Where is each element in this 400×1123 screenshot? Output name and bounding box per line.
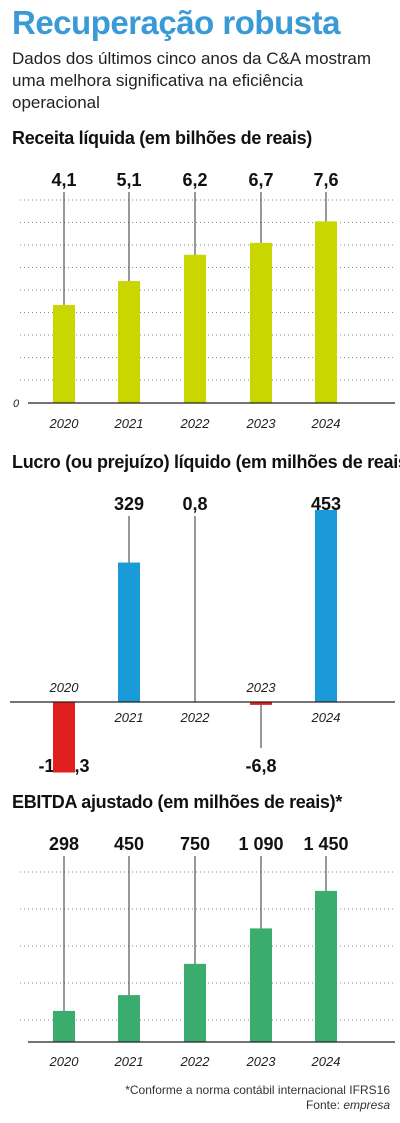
x-tick-label: 2024 — [311, 416, 341, 431]
source-label: Fonte: — [305, 1098, 340, 1112]
value-label: 5,1 — [116, 170, 141, 190]
x-tick-label: 2023 — [246, 680, 277, 695]
bar-2024 — [315, 890, 337, 1042]
bar-2021 — [118, 281, 140, 403]
page-subtitle: Dados dos últimos cinco anos da C&A most… — [12, 49, 372, 112]
bar-2021 — [118, 995, 140, 1042]
value-label: 1 090 — [238, 834, 283, 854]
value-label: 0,8 — [182, 494, 207, 514]
x-tick-label: 2023 — [246, 1054, 277, 1069]
x-tick-label: 2021 — [114, 1054, 144, 1069]
x-tick-label: 2021 — [114, 416, 144, 431]
bar-2020 — [53, 702, 75, 773]
value-label: -6,8 — [245, 756, 276, 776]
page-title: Recuperação robusta — [12, 4, 340, 41]
ebitda-chart-title: EBITDA ajustado (em milhões de reais)* — [12, 792, 343, 812]
bar-2024 — [315, 510, 337, 702]
x-tick-label: 2020 — [49, 416, 80, 431]
bar-2022 — [184, 963, 206, 1042]
value-label: 1 450 — [303, 834, 348, 854]
value-label: 6,7 — [248, 170, 273, 190]
value-label: 7,6 — [313, 170, 338, 190]
footnote-text: *Conforme a norma contábil internacional… — [125, 1083, 390, 1097]
value-label: 6,2 — [182, 170, 207, 190]
bar-2024 — [315, 221, 337, 403]
profit-chart-title: Lucro (ou prejuízo) líquido (em milhões … — [12, 452, 400, 472]
bar-2023 — [250, 702, 272, 705]
x-tick-label: 2024 — [311, 1054, 341, 1069]
value-label: 329 — [114, 494, 144, 514]
value-label: 453 — [311, 494, 341, 514]
source-value: empresa — [343, 1098, 390, 1112]
bar-2020 — [53, 305, 75, 403]
x-tick-label: 2020 — [49, 1054, 80, 1069]
bar-2022 — [184, 254, 206, 403]
x-tick-label: 2021 — [114, 710, 144, 725]
value-label: 450 — [114, 834, 144, 854]
value-label: 750 — [180, 834, 210, 854]
value-label: 4,1 — [51, 170, 76, 190]
bar-2023 — [250, 928, 272, 1042]
ebitda-chart: 298 2020 450 2021 750 2022 1 090 2023 1 450 2024 — [20, 834, 395, 1069]
x-tick-label: 2020 — [49, 680, 80, 695]
x-tick-label: 2022 — [180, 710, 211, 725]
x-tick-label: 2023 — [246, 416, 277, 431]
x-tick-label: 2022 — [180, 1054, 211, 1069]
y-tick-label: 0 — [13, 398, 20, 410]
revenue-chart-title: Receita líquida (em bilhões de reais) — [12, 128, 312, 148]
bar-2020 — [53, 1010, 75, 1042]
x-tick-label: 2022 — [180, 416, 211, 431]
x-tick-label: 2024 — [311, 710, 341, 725]
revenue-chart: 4,1 2020 5,1 2021 6,2 2022 6,7 2023 7,6 2024 0 — [13, 170, 395, 431]
bar-2021 — [118, 562, 140, 702]
chart-footnote: *Conforme a norma contábil internacional… — [125, 1083, 390, 1113]
value-label: 298 — [49, 834, 79, 854]
bar-2023 — [250, 242, 272, 403]
